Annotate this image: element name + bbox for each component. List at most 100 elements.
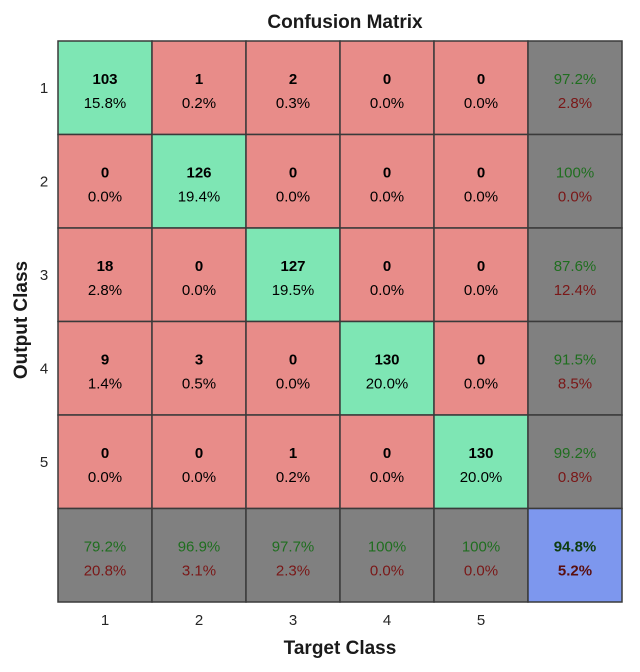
cell-count: 9 [101,351,109,368]
matrix-cell [245,414,341,510]
matrix-cell [433,227,529,323]
matrix-cell [433,133,529,229]
cell-percent: 0.0% [464,95,498,112]
x-tick-label: 1 [101,612,109,629]
cell-percent: 0.0% [276,375,310,392]
matrix-cell [245,133,341,229]
y-tick-label: 1 [40,80,48,97]
cell-count: 0 [289,164,297,181]
matrix-cell [433,320,529,416]
x-tick-label: 5 [477,612,485,629]
row-summary-correct: 91.5% [554,351,597,368]
matrix-cell [339,40,435,136]
row-summary-correct: 100% [556,164,594,181]
cell-percent: 0.0% [370,282,404,299]
column-summary-error: 3.1% [182,562,216,579]
matrix-cell [57,320,153,416]
column-summary-correct: 100% [462,538,500,555]
matrix-cell [245,227,341,323]
column-summary-cell [151,507,247,603]
row-summary-correct: 87.6% [554,258,597,275]
cell-count: 0 [383,258,391,275]
matrix-cell [339,133,435,229]
matrix-cell [339,320,435,416]
matrix-cell [339,414,435,510]
row-summary-cell [527,40,623,136]
cell-percent: 0.0% [464,282,498,299]
row-summary-cell [527,133,623,229]
matrix-cell [57,40,153,136]
column-summary-error: 0.0% [464,562,498,579]
cell-count: 3 [195,351,203,368]
overall-accuracy-cell [527,507,623,603]
row-summary-cell [527,414,623,510]
row-summary-error: 0.8% [558,469,592,486]
cell-count: 0 [477,258,485,275]
cell-count: 0 [195,258,203,275]
matrix-cell [151,40,247,136]
row-summary-cell [527,320,623,416]
cell-count: 0 [383,445,391,462]
x-tick-label: 4 [383,612,391,629]
cell-count: 1 [289,445,297,462]
y-tick-label: 2 [40,173,48,190]
y-axis-label: Output Class [11,261,32,379]
cell-percent: 0.0% [88,469,122,486]
cell-count: 0 [477,164,485,181]
cell-count: 0 [477,71,485,88]
chart-title: Confusion Matrix [267,12,423,33]
row-summary-error: 0.0% [558,188,592,205]
matrix-cell [433,414,529,510]
row-summary-error: 8.5% [558,375,592,392]
cell-count: 0 [101,164,109,181]
cell-percent: 0.0% [88,188,122,205]
column-summary-cell [245,507,341,603]
matrix-cell [245,320,341,416]
x-axis-label: Target Class [284,638,397,659]
cell-count: 0 [383,71,391,88]
cell-percent: 0.0% [370,95,404,112]
cell-percent: 1.4% [88,375,122,392]
column-summary-correct: 96.9% [178,538,221,555]
row-summary-error: 12.4% [554,282,597,299]
cell-percent: 2.8% [88,282,122,299]
cell-count: 0 [195,445,203,462]
cell-percent: 15.8% [84,95,127,112]
cell-count: 127 [280,258,305,275]
cell-percent: 0.3% [276,95,310,112]
column-summary-error: 2.3% [276,562,310,579]
cell-percent: 0.0% [370,188,404,205]
matrix-cell [57,227,153,323]
matrix-cell [57,414,153,510]
x-tick-label: 3 [289,612,297,629]
cell-percent: 0.2% [276,469,310,486]
column-summary-cell [433,507,529,603]
cell-count: 0 [289,351,297,368]
cell-percent: 0.5% [182,375,216,392]
overall-error: 5.2% [558,562,592,579]
cell-count: 0 [101,445,109,462]
cell-percent: 0.2% [182,95,216,112]
cell-count: 130 [374,351,399,368]
matrix-cell [151,414,247,510]
cell-percent: 19.5% [272,282,315,299]
cell-count: 130 [468,445,493,462]
cell-percent: 19.4% [178,188,221,205]
column-summary-cell [57,507,153,603]
matrix-cell [151,320,247,416]
overall-accuracy: 94.8% [554,538,597,555]
cell-count: 0 [477,351,485,368]
cell-count: 1 [195,71,203,88]
column-summary-cell [339,507,435,603]
column-summary-correct: 79.2% [84,538,127,555]
cell-count: 126 [186,164,211,181]
column-summary-error: 0.0% [370,562,404,579]
matrix-cell [433,40,529,136]
cell-percent: 0.0% [276,188,310,205]
cell-percent: 0.0% [464,188,498,205]
matrix-cell [151,133,247,229]
cell-percent: 0.0% [182,282,216,299]
cell-count: 18 [97,258,114,275]
cell-count: 0 [383,164,391,181]
